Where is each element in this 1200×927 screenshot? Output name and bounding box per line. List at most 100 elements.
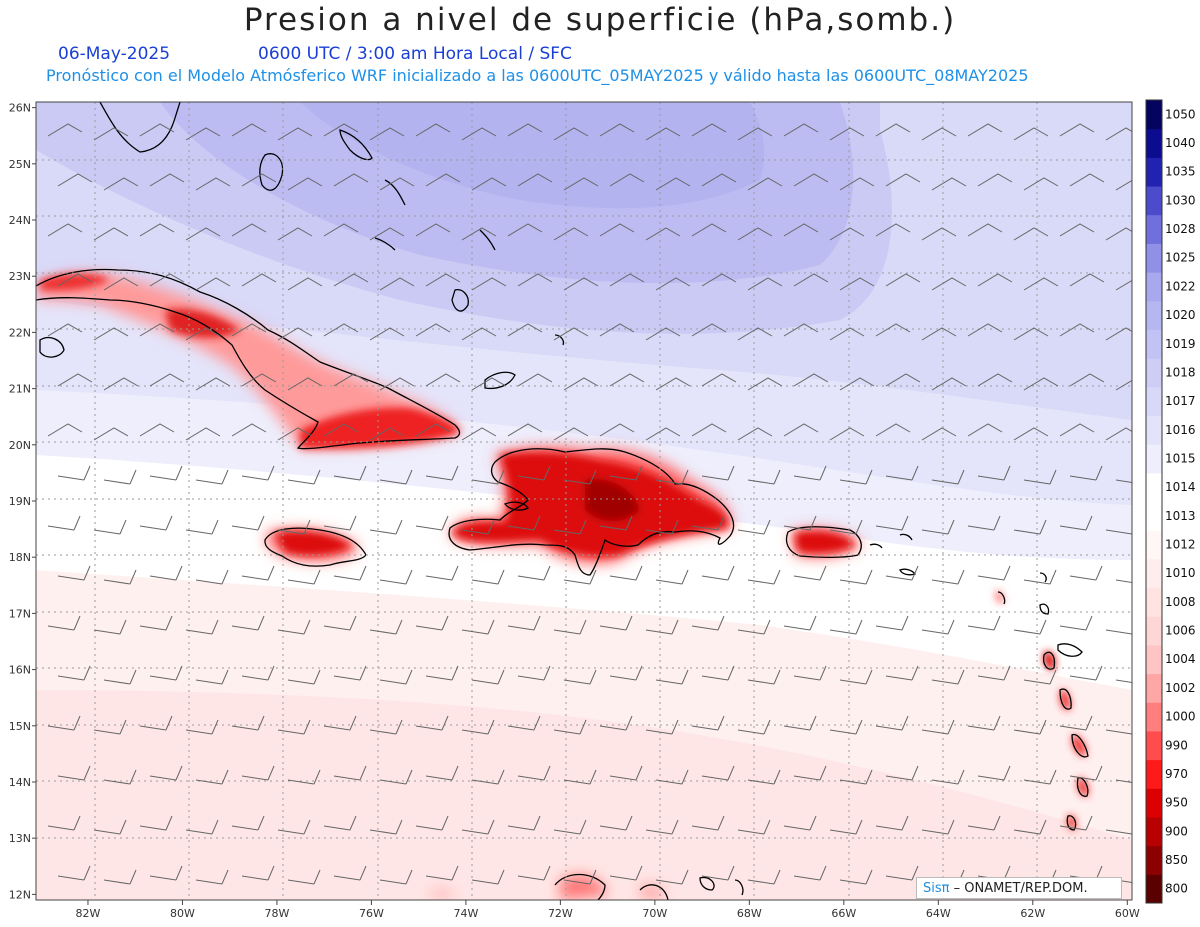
wind-barb bbox=[701, 865, 735, 881]
wind-barb bbox=[829, 519, 863, 535]
wind-barb bbox=[977, 665, 1011, 681]
wind-barb bbox=[149, 173, 185, 187]
wind-barb bbox=[93, 519, 127, 535]
wind-barb bbox=[323, 223, 359, 237]
lat-label-26N: 26N bbox=[9, 102, 31, 115]
wind-barb bbox=[875, 615, 909, 631]
wind-barb bbox=[1059, 615, 1093, 631]
wind-barb bbox=[1069, 665, 1103, 681]
wind-barb bbox=[885, 565, 919, 581]
wind-barb bbox=[461, 427, 497, 441]
colorbar-swatch bbox=[1146, 214, 1162, 244]
colorbar-label-950: 950 bbox=[1165, 796, 1188, 810]
wind-barb bbox=[425, 273, 461, 287]
pressure-field bbox=[36, 102, 1132, 900]
wind-barb bbox=[931, 569, 965, 585]
wind-barb bbox=[967, 715, 1001, 731]
wind-barb bbox=[277, 427, 313, 441]
wind-barb bbox=[57, 865, 91, 881]
wind-barb bbox=[195, 469, 229, 485]
wind-barb bbox=[103, 377, 139, 391]
wind-barb bbox=[977, 373, 1013, 387]
wind-barb bbox=[691, 515, 725, 531]
wind-barb bbox=[231, 815, 265, 831]
colorbar-swatch bbox=[1146, 100, 1162, 130]
wind-barb bbox=[691, 123, 727, 137]
wind-barb bbox=[1115, 379, 1132, 391]
wind-barb bbox=[231, 323, 267, 337]
wind-barb bbox=[47, 815, 81, 831]
wind-barb bbox=[967, 423, 1003, 437]
forecast-date: 06-May-2025 bbox=[58, 44, 171, 64]
wind-barb bbox=[287, 377, 323, 391]
wind-barb bbox=[323, 323, 359, 337]
wind-barb bbox=[93, 127, 129, 141]
wind-barb bbox=[231, 423, 267, 437]
wind-barb bbox=[563, 277, 599, 291]
wind-barb bbox=[507, 123, 543, 137]
wind-barb bbox=[287, 769, 321, 785]
wind-barb bbox=[369, 819, 403, 835]
wind-barb bbox=[195, 869, 229, 885]
wind-barb bbox=[149, 765, 183, 781]
wind-barb bbox=[875, 123, 911, 137]
wind-barb bbox=[885, 173, 921, 187]
wind-barb bbox=[875, 323, 911, 337]
wind-barb bbox=[599, 715, 633, 731]
wind-barb bbox=[1105, 127, 1132, 141]
lat-label-13N: 13N bbox=[9, 832, 31, 845]
wind-barb bbox=[1069, 373, 1105, 387]
wind-barb bbox=[415, 815, 449, 831]
wind-barb bbox=[1105, 529, 1132, 535]
wind-barb bbox=[747, 869, 781, 885]
lon-label-78W: 78W bbox=[264, 907, 289, 920]
wind-barb bbox=[875, 515, 909, 531]
wind-barb bbox=[1059, 423, 1095, 437]
latitude-labels: 12N 13N 14N 15N 16N 17N 18N 19N 20N 21N 22N 23N 24N 2… bbox=[9, 102, 36, 901]
wind-barb bbox=[599, 123, 635, 137]
wind-barb bbox=[1013, 327, 1049, 341]
colorbar-label-1013: 1013 bbox=[1165, 509, 1196, 523]
wind-barb bbox=[333, 765, 367, 781]
wind-barb bbox=[103, 277, 139, 291]
wind-barb bbox=[517, 373, 553, 387]
wind-barb bbox=[1105, 227, 1132, 241]
wind-barb bbox=[921, 519, 955, 535]
wind-barb bbox=[185, 327, 221, 341]
wind-barb bbox=[415, 323, 451, 337]
wind-barb bbox=[103, 769, 137, 785]
wind-barb bbox=[1069, 565, 1103, 581]
colorbar-swatch bbox=[1146, 874, 1162, 904]
wind-barb bbox=[793, 665, 827, 681]
wind-barb bbox=[829, 327, 865, 341]
wind-barb bbox=[471, 569, 505, 585]
wind-barb bbox=[195, 669, 229, 685]
wind-barb bbox=[369, 127, 405, 141]
wind-barb bbox=[93, 427, 129, 441]
wind-barb bbox=[931, 377, 967, 391]
colorbar-swatch bbox=[1146, 128, 1162, 158]
colorbar-label-970: 970 bbox=[1165, 767, 1188, 781]
colorbar-label-1012: 1012 bbox=[1165, 538, 1196, 552]
colorbar-swatch bbox=[1146, 702, 1162, 732]
colorbar-label-1008: 1008 bbox=[1165, 595, 1196, 609]
wind-barb bbox=[333, 565, 367, 581]
wind-barb bbox=[103, 669, 137, 685]
wind-barb bbox=[93, 819, 127, 835]
lat-label-17N: 17N bbox=[9, 607, 31, 620]
colorbar-label-1030: 1030 bbox=[1165, 193, 1196, 207]
wind-barb bbox=[517, 173, 553, 187]
wind-barb bbox=[425, 565, 459, 581]
wind-barb bbox=[793, 465, 827, 481]
colorbar-label-1017: 1017 bbox=[1165, 394, 1196, 408]
wind-barb bbox=[149, 273, 185, 287]
wind-barb bbox=[885, 465, 919, 481]
wind-barb bbox=[875, 715, 909, 731]
wind-barb bbox=[645, 427, 681, 441]
colorbar-label-1010: 1010 bbox=[1165, 566, 1196, 580]
colorbar-swatch bbox=[1146, 415, 1162, 445]
wind-barb bbox=[645, 619, 679, 635]
wind-barb bbox=[563, 177, 599, 191]
wind-barb bbox=[507, 615, 541, 631]
colorbar-label-1019: 1019 bbox=[1165, 337, 1196, 351]
